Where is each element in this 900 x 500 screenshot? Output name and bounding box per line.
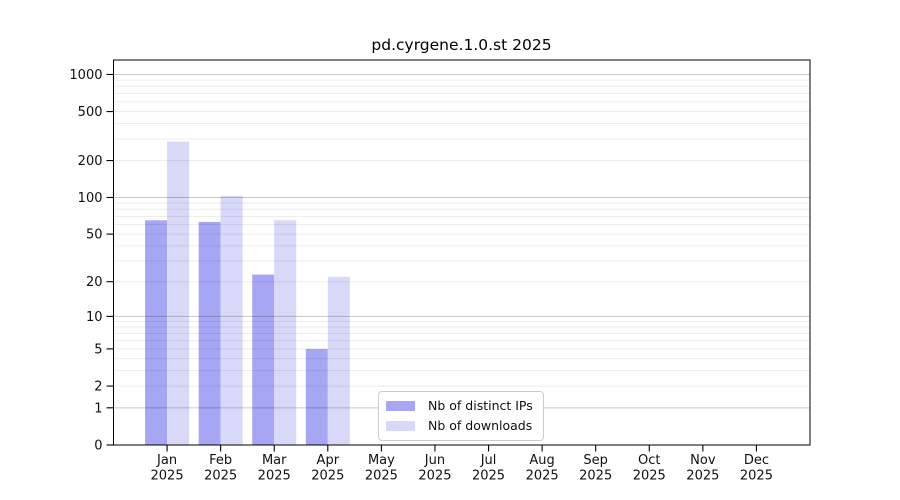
- y-tick-label-20: 20: [86, 275, 103, 290]
- x-tick-label-year-may: 2025: [365, 469, 398, 484]
- x-tick-label-month-nov: Nov: [690, 453, 716, 468]
- legend-item-downloads: Nb of downloads: [386, 417, 533, 434]
- x-tick-label-year-jun: 2025: [418, 469, 451, 484]
- x-tick-label-year-nov: 2025: [686, 469, 719, 484]
- y-tick-label-50: 50: [86, 228, 103, 243]
- legend: Nb of distinct IPs Nb of downloads: [378, 391, 544, 441]
- y-tick-label-200: 200: [78, 154, 103, 169]
- bar-distinct-ips-feb: [198, 221, 221, 445]
- x-tick-label-month-oct: Oct: [638, 453, 660, 468]
- x-tick-label-month-jun: Jun: [424, 453, 445, 468]
- y-tick-label-500: 500: [78, 105, 103, 120]
- x-tick-label-month-mar: Mar: [262, 453, 287, 468]
- y-tick-label-100: 100: [78, 191, 103, 206]
- x-tick-label-year-sep: 2025: [579, 469, 612, 484]
- x-tick-label-month-apr: Apr: [317, 453, 340, 468]
- x-tick-label-month-dec: Dec: [744, 453, 769, 468]
- chart-title: pd.cyrgene.1.0.st 2025: [371, 36, 552, 54]
- x-tick-label-year-apr: 2025: [311, 469, 344, 484]
- y-tick-label-5: 5: [94, 342, 102, 357]
- bar-distinct-ips-jan: [145, 220, 168, 445]
- x-tick-label-month-jul: Jul: [480, 453, 497, 468]
- x-tick-label-year-aug: 2025: [526, 469, 559, 484]
- legend-swatch-downloads: [386, 420, 415, 431]
- bar-downloads-mar: [274, 220, 297, 445]
- bar-downloads-jan: [167, 141, 190, 445]
- x-tick-label-month-may: May: [368, 453, 395, 468]
- y-tick-label-1: 1: [94, 401, 102, 416]
- y-tick-label-0: 0: [94, 439, 102, 454]
- x-tick-label-year-mar: 2025: [258, 469, 291, 484]
- bar-distinct-ips-mar: [252, 274, 275, 445]
- bar-downloads-apr: [327, 276, 350, 445]
- x-tick-label-year-jul: 2025: [472, 469, 505, 484]
- x-tick-label-year-jan: 2025: [151, 469, 184, 484]
- bar-distinct-ips-apr: [305, 348, 328, 445]
- legend-swatch-distinct-ips: [386, 400, 415, 411]
- x-tick-label-month-jan: Jan: [156, 453, 177, 468]
- plot-frame: [113, 59, 811, 446]
- x-tick-label-year-feb: 2025: [204, 469, 237, 484]
- legend-item-distinct-ips: Nb of distinct IPs: [386, 397, 533, 414]
- x-tick-label-year-dec: 2025: [740, 469, 773, 484]
- x-tick-label-year-oct: 2025: [633, 469, 666, 484]
- x-tick-label-month-feb: Feb: [209, 453, 232, 468]
- x-tick-label-month-sep: Sep: [583, 453, 608, 468]
- y-tick-label-10: 10: [86, 310, 103, 325]
- bar-downloads-feb: [220, 195, 243, 445]
- y-tick-label-2: 2: [94, 380, 102, 395]
- legend-label-distinct-ips: Nb of distinct IPs: [428, 398, 533, 413]
- x-tick-label-month-aug: Aug: [529, 453, 554, 468]
- legend-label-downloads: Nb of downloads: [428, 418, 533, 433]
- y-tick-label-1000: 1000: [69, 68, 102, 83]
